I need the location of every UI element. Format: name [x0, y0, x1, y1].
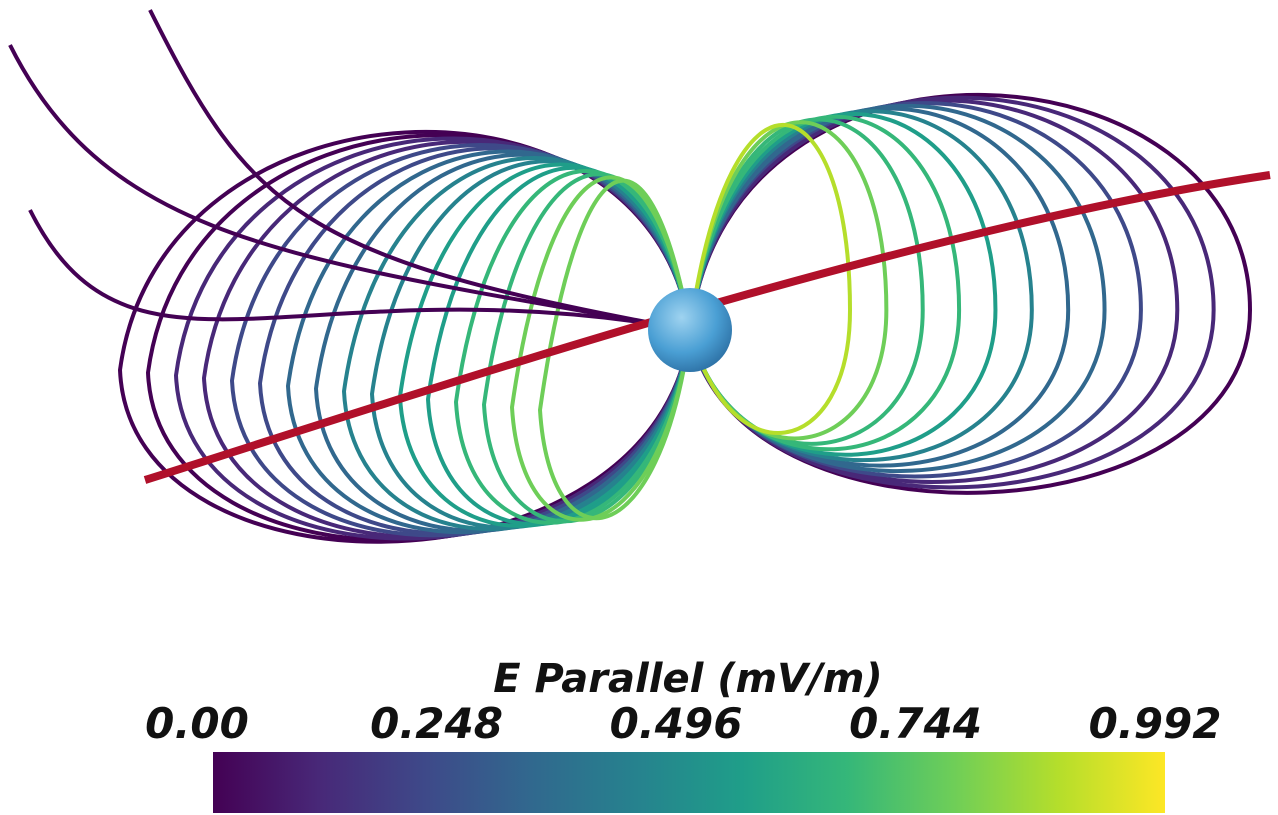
colorbar-title: E Parallel (mV/m) — [493, 656, 882, 702]
colorbar — [213, 752, 1165, 813]
tick-label: 0.00 — [145, 699, 249, 748]
planet — [648, 288, 732, 372]
field-line — [425, 165, 692, 527]
field-line — [509, 175, 692, 522]
field-line — [481, 172, 692, 524]
tick-label: 0.992 — [1089, 699, 1222, 748]
tick-label: 0.744 — [849, 699, 982, 748]
tick-label: 0.496 — [610, 699, 743, 748]
tick-label: 0.248 — [370, 699, 503, 748]
field-line — [537, 178, 692, 521]
field-line — [28, 209, 691, 332]
field-line — [453, 169, 692, 525]
field-lines — [8, 9, 1271, 544]
field-line — [8, 44, 691, 332]
field-line — [688, 98, 1180, 484]
field-line — [148, 9, 691, 332]
field-line — [688, 123, 853, 435]
field-line — [688, 114, 962, 452]
